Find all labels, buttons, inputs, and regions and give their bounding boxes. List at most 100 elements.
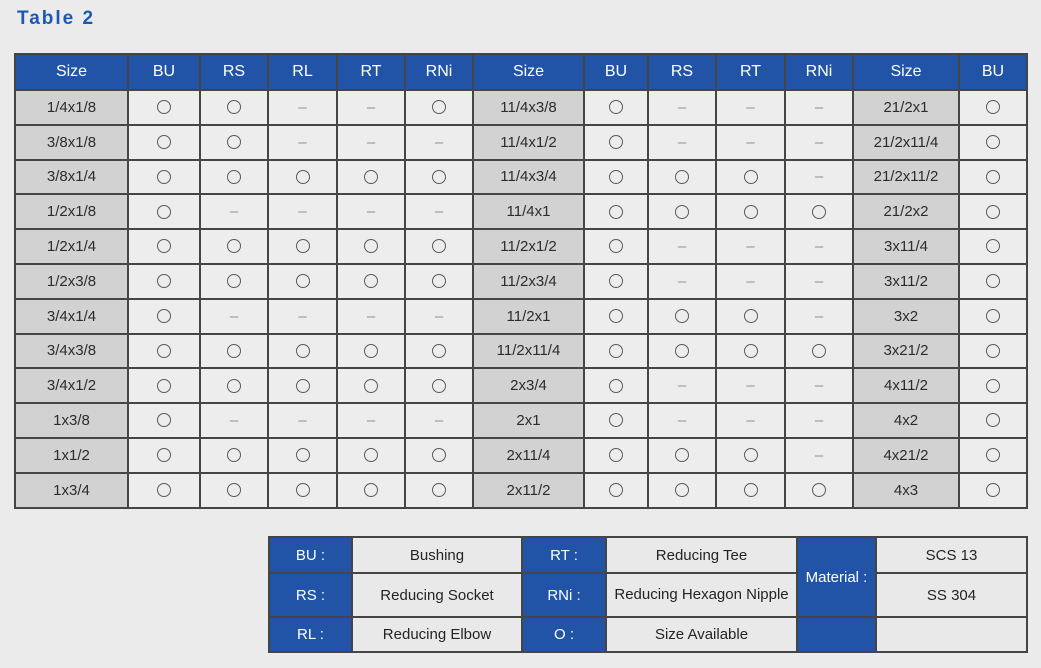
availability-cell-unavailable: – <box>267 297 338 335</box>
available-circle-icon <box>743 343 758 358</box>
availability-cell-available <box>715 158 786 196</box>
size-cell: 21/2x11/2 <box>852 158 960 196</box>
table-row: 1x3/8– – – –2x1– – –4x2 <box>14 402 1028 439</box>
size-cell: 3/4x1/2 <box>14 367 129 405</box>
available-circle-icon <box>227 482 241 497</box>
availability-cell-unavailable: – <box>715 262 786 300</box>
column-header-bu-12: BU <box>958 53 1028 91</box>
available-circle-icon <box>812 343 826 358</box>
available-circle-icon <box>364 448 378 463</box>
availability-cell-unavailable: – <box>336 193 406 231</box>
available-circle-icon <box>157 204 171 219</box>
size-cell: 3/8x1/8 <box>14 123 129 161</box>
size-cell: 4x3 <box>852 471 960 509</box>
material-value-scs13: SCS 13 <box>875 536 1028 574</box>
legend-row-1: BU : Bushing RT : Reducing Tee Material … <box>268 536 1028 618</box>
availability-cell-available <box>404 436 474 474</box>
available-circle-icon <box>609 343 623 358</box>
available-circle-icon <box>812 204 826 219</box>
availability-cell-available <box>404 471 474 509</box>
available-circle-icon <box>157 482 171 497</box>
availability-cell-unavailable: – <box>336 297 406 335</box>
availability-cell-unavailable: – <box>784 123 854 161</box>
availability-cell-available <box>127 436 201 474</box>
size-cell: 1x3/8 <box>14 402 129 439</box>
availability-cell-unavailable: – <box>404 123 474 161</box>
availability-cell-available <box>583 402 649 439</box>
availability-cell-available <box>267 436 338 474</box>
availability-cell-available <box>583 332 649 370</box>
column-header-rt-4: RT <box>336 53 406 91</box>
availability-cell-unavailable: – <box>199 297 269 335</box>
availability-cell-available <box>715 297 786 335</box>
available-circle-icon <box>986 169 1000 184</box>
legend-key-rni: RNi : <box>521 572 607 618</box>
available-circle-icon <box>295 239 310 254</box>
availability-cell-unavailable: – <box>199 402 269 439</box>
available-circle-icon <box>432 100 446 115</box>
size-cell: 11/4x3/4 <box>472 158 585 196</box>
size-cell: 11/2x3/4 <box>472 262 585 300</box>
material-empty-value-cell <box>875 616 1028 653</box>
available-circle-icon <box>157 308 171 323</box>
availability-cell-available <box>404 228 474 265</box>
table-row: 1x3/4 2x11/2 4x3 <box>14 471 1028 509</box>
availability-cell-available <box>583 228 649 265</box>
available-circle-icon <box>609 448 623 463</box>
available-circle-icon <box>227 378 241 393</box>
availability-cell-available <box>715 193 786 231</box>
availability-cell-unavailable: – <box>715 123 786 161</box>
size-cell: 2x11/2 <box>472 471 585 509</box>
availability-cell-available <box>404 89 474 126</box>
availability-cell-available <box>127 123 201 161</box>
availability-cell-available <box>336 228 406 265</box>
table-row: 3/8x1/4 11/4x3/4 –21/2x11/2 <box>14 158 1028 196</box>
availability-cell-available <box>647 193 717 231</box>
available-circle-icon <box>295 482 310 497</box>
availability-cell-available <box>784 332 854 370</box>
available-circle-icon <box>432 343 446 358</box>
size-cell: 2x11/4 <box>472 436 585 474</box>
availability-cell-unavailable: – <box>784 402 854 439</box>
available-circle-icon <box>227 448 241 463</box>
size-cell: 11/4x1/2 <box>472 123 585 161</box>
availability-cell-available <box>267 262 338 300</box>
available-circle-icon <box>227 239 241 254</box>
available-circle-icon <box>743 448 758 463</box>
legend-desc-rl: Reducing Elbow <box>351 616 523 653</box>
available-circle-icon <box>432 274 446 289</box>
available-circle-icon <box>157 378 171 393</box>
size-cell: 1x1/2 <box>14 436 129 474</box>
availability-cell-unavailable: – <box>336 123 406 161</box>
availability-cell-available <box>127 193 201 231</box>
availability-cell-available <box>958 123 1028 161</box>
size-cell: 1x3/4 <box>14 471 129 509</box>
availability-cell-available <box>199 262 269 300</box>
availability-cell-available <box>715 436 786 474</box>
availability-cell-unavailable: – <box>647 123 717 161</box>
availability-cell-available <box>336 471 406 509</box>
available-circle-icon <box>675 343 689 358</box>
availability-cell-available <box>199 228 269 265</box>
availability-cell-available <box>336 367 406 405</box>
table-row: 3/4x1/4– – – –11/2x1–3x2 <box>14 297 1028 335</box>
available-circle-icon <box>432 239 446 254</box>
available-circle-icon <box>364 239 378 254</box>
availability-cell-unavailable: – <box>784 89 854 126</box>
available-circle-icon <box>157 100 171 115</box>
availability-cell-available <box>199 471 269 509</box>
legend-row-3: RL : Reducing Elbow O : Size Available <box>268 616 1028 653</box>
availability-cell-available <box>127 471 201 509</box>
column-header-rs-2: RS <box>199 53 269 91</box>
availability-cell-unavailable: – <box>404 297 474 335</box>
availability-cell-available <box>404 367 474 405</box>
availability-cell-unavailable: – <box>647 262 717 300</box>
size-cell: 4x11/2 <box>852 367 960 405</box>
column-header-rt-9: RT <box>715 53 786 91</box>
availability-cell-available <box>647 332 717 370</box>
availability-cell-available <box>958 367 1028 405</box>
available-circle-icon <box>157 239 171 254</box>
page-title: Table 2 <box>17 8 96 29</box>
table-row: 1/2x1/8– – – –11/4x1 21/2x2 <box>14 193 1028 231</box>
availability-cell-available <box>127 89 201 126</box>
